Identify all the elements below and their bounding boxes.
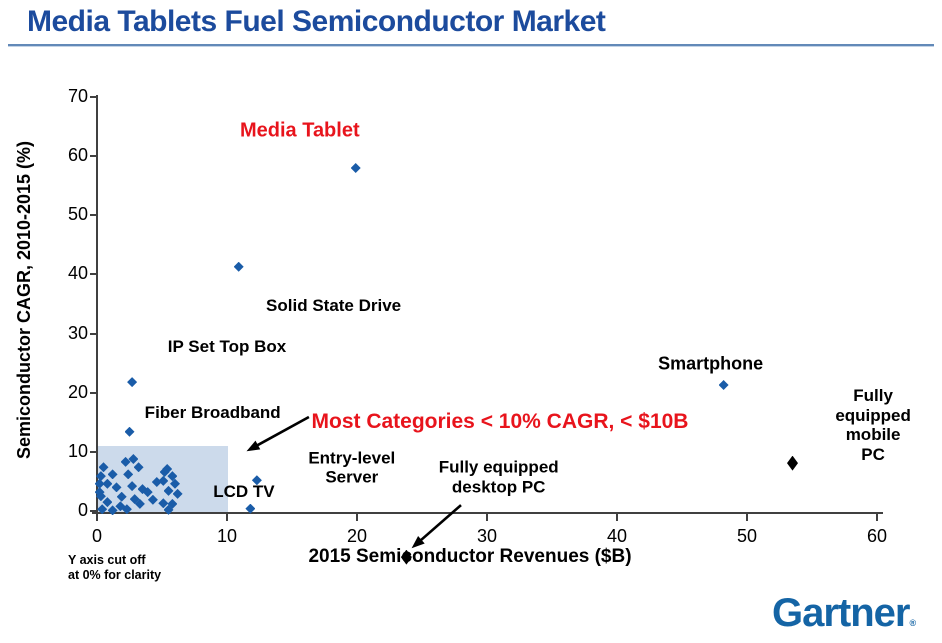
x-tick-label: 10 [216,526,238,546]
y-tick [90,96,97,99]
point-label: Fully equipped desktop PC [438,457,559,497]
x-tick-label: 40 [606,526,628,546]
x-axis-line [92,512,883,514]
y-tick [90,332,97,335]
y-tick-label: 70 [67,86,88,107]
cluster-point [107,469,118,480]
cluster-point [97,504,108,515]
cluster-point [167,498,178,509]
y-tick [90,510,97,512]
cluster-point [137,484,148,495]
point-label: Fully equipped mobile PC [835,386,911,464]
cluster-point [172,488,183,499]
cluster-point [94,487,105,498]
cluster-point [159,466,170,477]
cluster-point [98,462,109,473]
y-tick [90,214,97,217]
cluster-point [129,494,140,505]
point-label: Most Categories < 10% CAGR, < $10B [311,409,689,433]
cluster-point [115,501,126,512]
x-tick [96,514,98,521]
registered-mark: ® [909,618,917,628]
cluster-point [94,478,105,489]
x-tick [876,514,878,521]
cluster-point [133,462,144,473]
gartner-logo: Gartner® [772,591,917,636]
y-tick-label: 20 [67,381,88,402]
cluster-point [95,491,106,502]
cluster-point [147,494,158,505]
data-point-fiber-broadband [124,426,135,437]
cluster-point [102,497,113,508]
y-tick [90,391,97,394]
cluster-point [95,471,106,482]
point-label: Smartphone [658,353,764,374]
x-tick-label: 0 [91,526,102,546]
data-point-fully-equipped-mobile-pc [787,455,798,471]
cluster-point [167,471,178,482]
y-tick-label: 60 [67,145,88,166]
x-tick [746,514,748,521]
y-tick [90,273,97,276]
y-tick-label: 50 [67,204,88,225]
arrow-line [418,504,462,543]
cluster-point [127,481,138,492]
y-tick-label: 30 [67,322,88,343]
y-axis-line [96,95,98,514]
cluster-point [123,469,134,480]
point-label: LCD TV [213,482,275,502]
cluster-point [142,487,153,498]
x-tick-label: 30 [476,526,498,546]
point-label: Media Tablet [239,119,360,142]
y-axis-title: Semiconductor CAGR, 2010-2015 (%) [14,140,34,460]
x-tick [486,514,488,521]
cluster-point [162,464,173,474]
data-point-media-tablet [350,162,361,173]
x-tick-label: 60 [866,526,888,546]
x-axis-title: 2015 Semiconductor Revenues ($B) [308,546,632,567]
cluster-point [158,498,169,509]
y-tick [90,450,97,453]
cluster-point [163,485,174,496]
cluster-point [163,504,174,515]
y-tick-label: 40 [67,263,88,284]
cluster-point [102,478,113,489]
x-tick [616,514,618,521]
data-point-lcd-tv [251,475,262,486]
cluster-point [121,504,132,515]
arrow-head [246,440,261,452]
data-point-fully-equipped-desktop-pc [400,549,412,565]
y-tick-label: 10 [67,440,88,461]
cluster-point [116,491,127,502]
data-point-solid-state-drive [233,261,244,272]
y-tick-label: 0 [77,500,88,520]
x-tick [226,514,228,521]
cluster-point [111,482,122,493]
cluster-point [170,478,180,489]
cluster-point [134,498,145,509]
point-label: Fiber Broadband [144,403,281,423]
cluster-point [245,503,256,514]
cluster-point [128,453,139,464]
x-tick-label: 50 [736,526,758,546]
page-title: Media Tablets Fuel Semiconductor Market [27,5,606,38]
cluster-point [151,477,162,488]
point-label: IP Set Top Box [167,337,287,357]
gartner-logo-text: Gartner [772,591,910,635]
title-divider [8,44,934,47]
x-tick-label: 20 [346,526,368,546]
y-tick [90,155,97,158]
cluster-point [107,505,118,516]
axis-footnote: Y axis cut off at 0% for clarity [68,553,161,583]
axis-footnote-line1: Y axis cut off [68,553,146,567]
point-label: Solid State Drive [266,296,402,316]
point-label: Entry-level Server [308,448,396,487]
x-tick [356,514,358,521]
axis-footnote-line2: at 0% for clarity [68,568,162,582]
cluster-point [158,475,169,486]
cluster-point [120,456,131,467]
data-point-ip-set-top-box [127,377,138,388]
data-point-smartphone [718,380,729,391]
